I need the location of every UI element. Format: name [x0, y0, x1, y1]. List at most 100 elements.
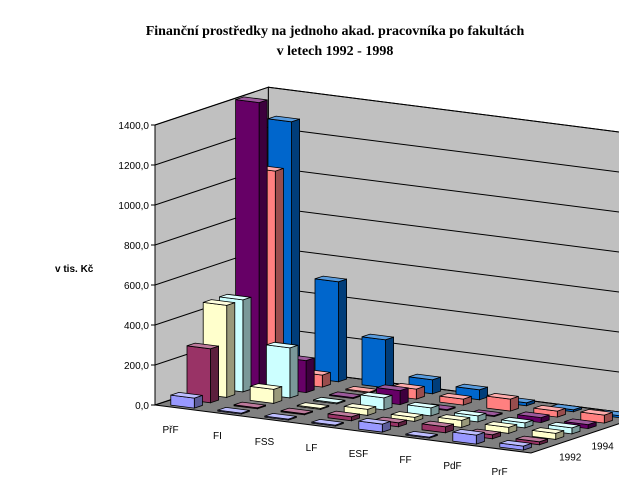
- bar-top: [264, 412, 297, 420]
- bar: [358, 417, 391, 433]
- category-label: FSS: [255, 437, 275, 448]
- gridline: [154, 86, 619, 133]
- bar: [437, 414, 471, 428]
- bar-top: [361, 333, 394, 341]
- bar-side: [210, 345, 220, 404]
- category-label: LF: [306, 443, 318, 454]
- category-label: ESF: [349, 449, 368, 460]
- bar: [515, 435, 548, 446]
- bar-side: [242, 296, 252, 393]
- bar-front: [314, 278, 339, 383]
- bar-top: [452, 428, 485, 436]
- bar-top: [233, 401, 266, 409]
- bar-top: [439, 392, 472, 400]
- category-label: PřF: [162, 425, 178, 436]
- bar: [217, 406, 250, 415]
- bar-top: [358, 417, 391, 425]
- bar: [421, 420, 455, 434]
- chart-title-line-1: Finanční prostředky na jednoho akad. pra…: [146, 24, 525, 39]
- bar: [452, 428, 485, 445]
- bar-top: [297, 402, 329, 409]
- bar-top: [405, 430, 438, 438]
- bar-top: [267, 115, 300, 123]
- bar-top: [532, 427, 564, 434]
- y-tick-label: 200,0: [124, 361, 149, 372]
- bar-side: [338, 278, 348, 383]
- bar-top: [438, 414, 470, 421]
- bar: [186, 342, 220, 404]
- category-label: PdF: [443, 461, 461, 472]
- bar-front: [361, 336, 386, 389]
- bar: [265, 341, 299, 399]
- bar-top: [203, 299, 235, 306]
- bar-top: [421, 420, 454, 428]
- bars: [170, 96, 619, 451]
- bar-top: [235, 96, 268, 104]
- bar-top: [515, 435, 548, 443]
- bar-top: [360, 391, 393, 399]
- bar-top: [517, 411, 550, 419]
- bar: [405, 430, 438, 439]
- bar-top: [280, 407, 313, 415]
- bar: [439, 392, 472, 406]
- bar-side: [291, 118, 301, 377]
- bar: [486, 392, 519, 412]
- bar: [311, 418, 344, 427]
- bar-side: [385, 336, 395, 389]
- y-axis-title: v tis. Kč: [55, 264, 94, 275]
- bar-top: [564, 418, 597, 426]
- bar-side: [289, 344, 299, 399]
- bar-top: [499, 439, 532, 447]
- y-tick-label: 800,0: [124, 241, 149, 252]
- bar-top: [533, 404, 566, 412]
- y-tick-label: 400,0: [124, 321, 149, 332]
- bar: [312, 396, 346, 405]
- bar: [170, 391, 203, 409]
- chart-title: Finanční prostředky na jednoho akad. pra…: [146, 24, 525, 59]
- bar: [359, 391, 393, 411]
- bar: [361, 333, 395, 389]
- depth-label: 1994: [592, 442, 615, 453]
- bar-top: [454, 409, 487, 417]
- y-tick-label: 1000,0: [118, 201, 149, 212]
- bar: [580, 408, 613, 424]
- bar-top: [170, 391, 203, 399]
- bar-top: [311, 418, 344, 426]
- bar-top: [408, 373, 441, 381]
- bar: [327, 410, 361, 422]
- bar-top: [217, 406, 250, 414]
- y-tick-labels: 0,0 200,0 400,0 600,0 800,0 1000,0 1200,0 1400,…: [118, 121, 149, 412]
- bar-top: [580, 408, 613, 416]
- bar: [280, 407, 314, 416]
- bar: [296, 402, 330, 410]
- bar-top: [327, 410, 360, 418]
- bar: [531, 427, 565, 440]
- bar-top: [186, 342, 219, 350]
- category-label: FI: [213, 431, 222, 442]
- bar-top: [485, 421, 517, 428]
- bar: [264, 412, 297, 421]
- bar-top: [250, 383, 282, 390]
- bar-side: [258, 99, 268, 388]
- x-tick-labels: PřF FI FSS LF ESF FF PdF PrF: [162, 425, 507, 478]
- bar-top: [376, 384, 409, 392]
- bar-top: [219, 293, 252, 301]
- category-label: PrF: [491, 467, 507, 478]
- bar-top: [486, 392, 519, 400]
- bar-top: [314, 275, 347, 283]
- bar: [499, 439, 532, 451]
- bar-top: [455, 383, 488, 391]
- y-tick-label: 600,0: [124, 281, 149, 292]
- chart-title-line-2: v letech 1992 - 1998: [277, 44, 394, 59]
- y-tick-label: 1200,0: [118, 161, 149, 172]
- bar: [484, 421, 518, 434]
- bar: [233, 401, 267, 410]
- category-label: FF: [399, 455, 411, 466]
- bar-side: [226, 302, 236, 398]
- bar-top: [501, 416, 534, 424]
- bar: [314, 275, 348, 383]
- bar: [390, 411, 424, 422]
- y-tick-label: 1400,0: [118, 121, 149, 132]
- bar-top: [344, 403, 376, 410]
